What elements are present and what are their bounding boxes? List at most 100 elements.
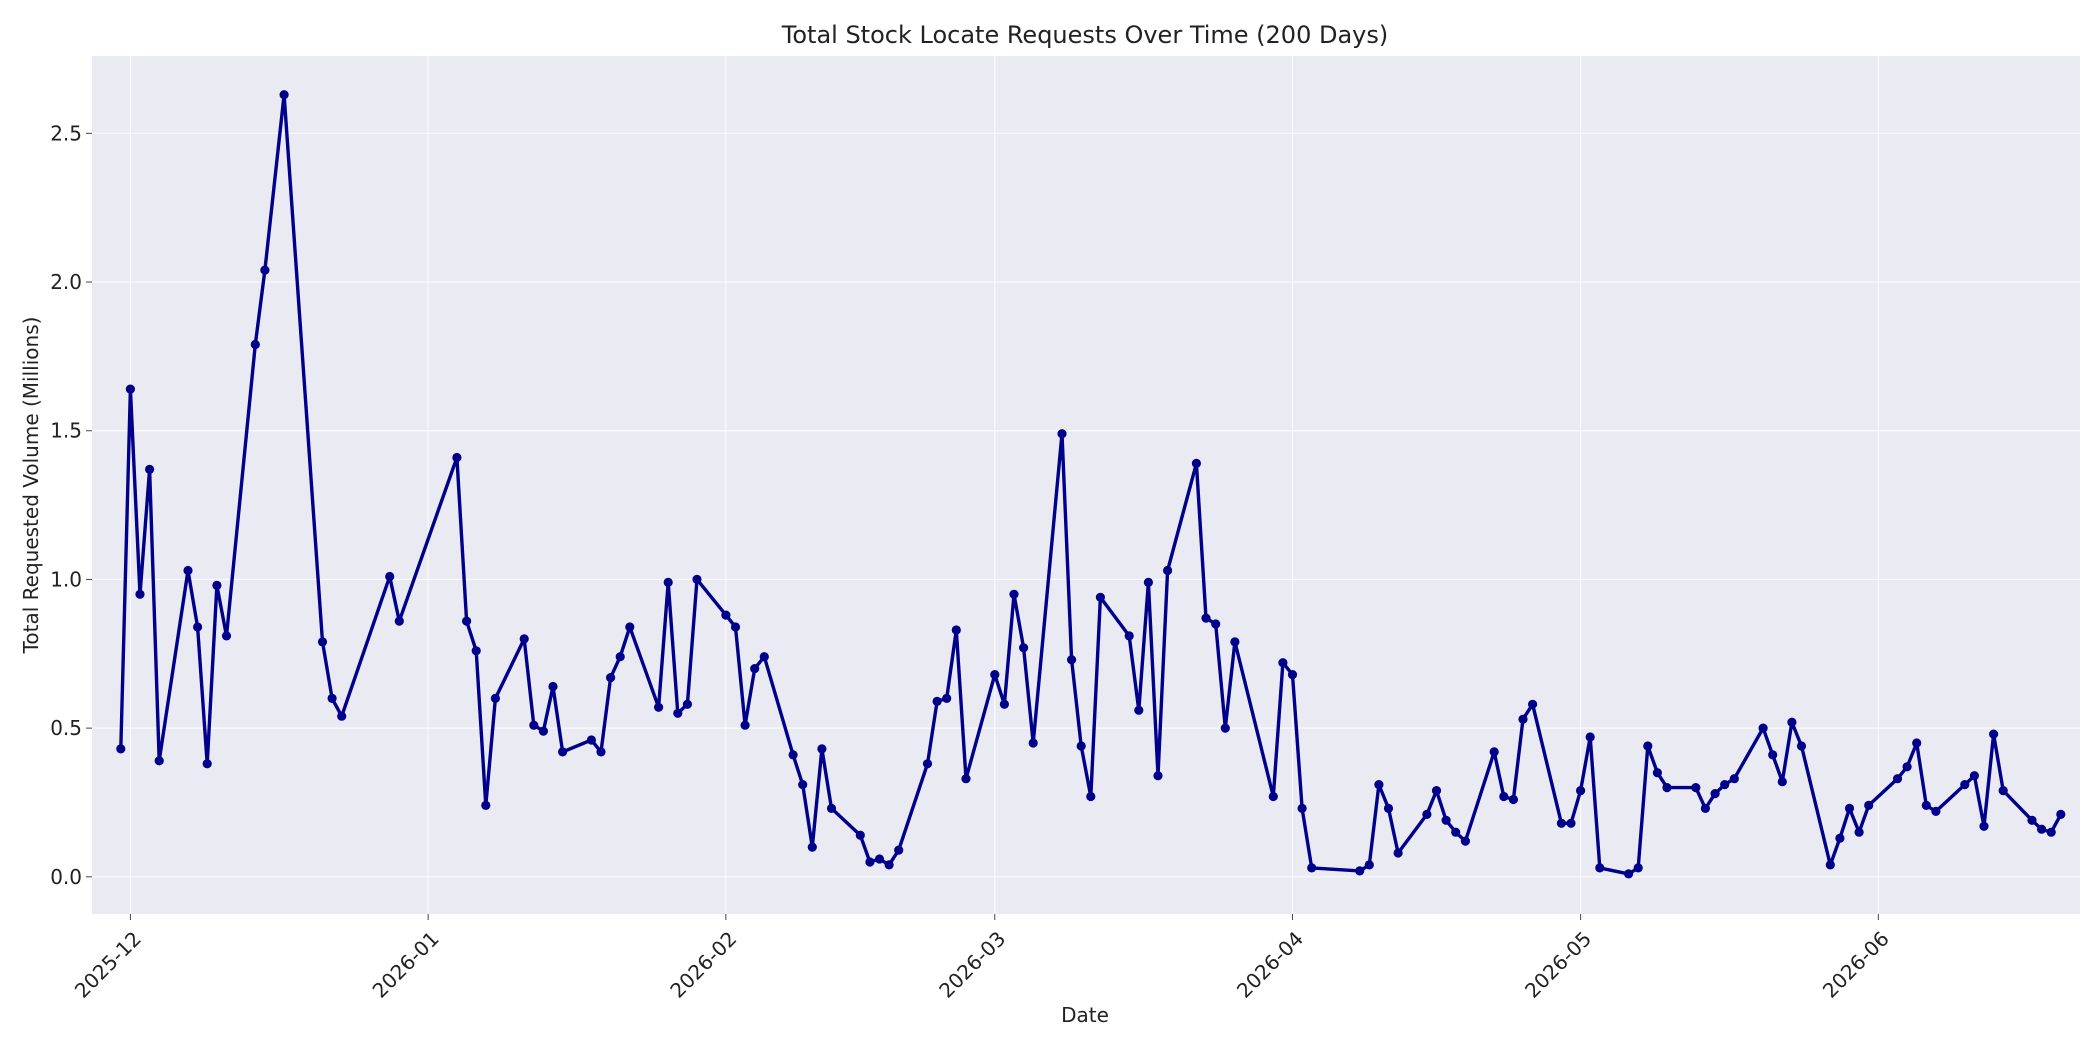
- data-point: [1912, 738, 1922, 748]
- data-point: [385, 571, 395, 582]
- y-tick-label: 1.5: [50, 419, 82, 443]
- data-point: [519, 634, 529, 644]
- data-point: [807, 842, 817, 852]
- data-point: [1153, 771, 1163, 781]
- data-point: [1787, 717, 1797, 727]
- data-point: [1844, 803, 1855, 814]
- data-point: [798, 780, 808, 790]
- data-point: [1835, 833, 1845, 843]
- data-point: [673, 708, 683, 718]
- data-point: [250, 339, 260, 350]
- data-point: [154, 756, 164, 766]
- data-point: [999, 699, 1010, 709]
- data-point: [1201, 613, 1211, 623]
- chart-title: Total Stock Locate Requests Over Time (2…: [781, 21, 1388, 49]
- data-point: [1643, 741, 1653, 751]
- data-point: [740, 720, 750, 730]
- y-tick-label: 1.0: [50, 567, 82, 591]
- data-point: [730, 622, 741, 632]
- data-point: [1729, 774, 1739, 784]
- data-point: [1691, 783, 1701, 793]
- data-point: [596, 747, 606, 757]
- data-point: [1230, 637, 1240, 647]
- data-point: [1124, 631, 1134, 641]
- data-point: [788, 750, 798, 760]
- data-point: [692, 574, 702, 585]
- grid: [92, 56, 2080, 914]
- data-point: [2027, 815, 2037, 825]
- x-tick-label: 2026-05: [1520, 927, 1596, 1003]
- data-point: [1854, 827, 1864, 837]
- data-point: [1028, 738, 1038, 748]
- data-point: [1489, 747, 1499, 757]
- data-point: [1864, 800, 1874, 811]
- data-point: [1374, 780, 1384, 790]
- data-point: [606, 673, 616, 683]
- data-point: [1268, 791, 1278, 802]
- data-point: [1019, 643, 1029, 653]
- data-point: [529, 720, 539, 730]
- data-point: [452, 452, 462, 463]
- data-point: [1768, 750, 1778, 760]
- data-point: [951, 625, 961, 635]
- data-point: [1825, 860, 1835, 870]
- data-point: [1960, 780, 1970, 790]
- data-point: [1220, 723, 1230, 733]
- data-point: [1662, 783, 1672, 793]
- data-point: [1595, 863, 1605, 873]
- data-point: [1134, 705, 1144, 715]
- data-point: [1451, 827, 1461, 837]
- data-point: [1076, 741, 1086, 751]
- data-point: [874, 854, 885, 864]
- data-point: [1307, 863, 1317, 873]
- x-axis-label: Date: [1061, 1003, 1109, 1027]
- data-point: [1297, 803, 1307, 814]
- data-point: [750, 664, 760, 674]
- x-tick-label: 2026-04: [1232, 927, 1308, 1003]
- data-point: [394, 616, 404, 626]
- y-tick-label: 2.0: [50, 270, 82, 294]
- data-point: [1566, 818, 1576, 828]
- data-point: [1393, 848, 1403, 858]
- data-point: [1720, 780, 1730, 790]
- data-point: [1710, 789, 1720, 799]
- data-point: [1518, 714, 1528, 724]
- data-point: [548, 681, 558, 692]
- data-point: [654, 702, 664, 712]
- data-point: [1364, 860, 1374, 870]
- data-point: [125, 384, 135, 394]
- data-point: [538, 726, 549, 736]
- data-point: [1989, 729, 1999, 739]
- data-point: [145, 464, 155, 474]
- data-point: [721, 610, 731, 620]
- data-point: [1095, 592, 1105, 602]
- data-point: [1355, 866, 1365, 876]
- data-point: [1441, 815, 1451, 825]
- data-point: [1057, 429, 1067, 439]
- data-point: [1777, 777, 1787, 787]
- y-axis: 0.0 0.5 1.0 1.5 2.0 2.5: [50, 121, 92, 889]
- data-point: [1921, 800, 1931, 811]
- data-point: [817, 744, 827, 754]
- data-point: [2037, 824, 2047, 834]
- data-point: [855, 830, 865, 840]
- data-point: [1624, 869, 1634, 879]
- y-tick-label: 0.5: [50, 716, 82, 740]
- data-point: [183, 565, 193, 576]
- data-point: [1009, 589, 1019, 599]
- data-point: [1143, 577, 1153, 588]
- data-point: [759, 652, 769, 662]
- data-point: [1979, 821, 1989, 831]
- data-point: [481, 800, 491, 811]
- data-point: [1796, 741, 1807, 751]
- data-point: [327, 693, 337, 704]
- y-tick-label: 2.5: [50, 121, 82, 145]
- data-point: [1067, 655, 1077, 665]
- data-point: [337, 711, 347, 721]
- y-tick-label: 0.0: [50, 865, 82, 889]
- data-point: [221, 631, 232, 641]
- data-point: [1758, 723, 1768, 733]
- data-point: [1969, 771, 1979, 781]
- data-point: [682, 699, 693, 709]
